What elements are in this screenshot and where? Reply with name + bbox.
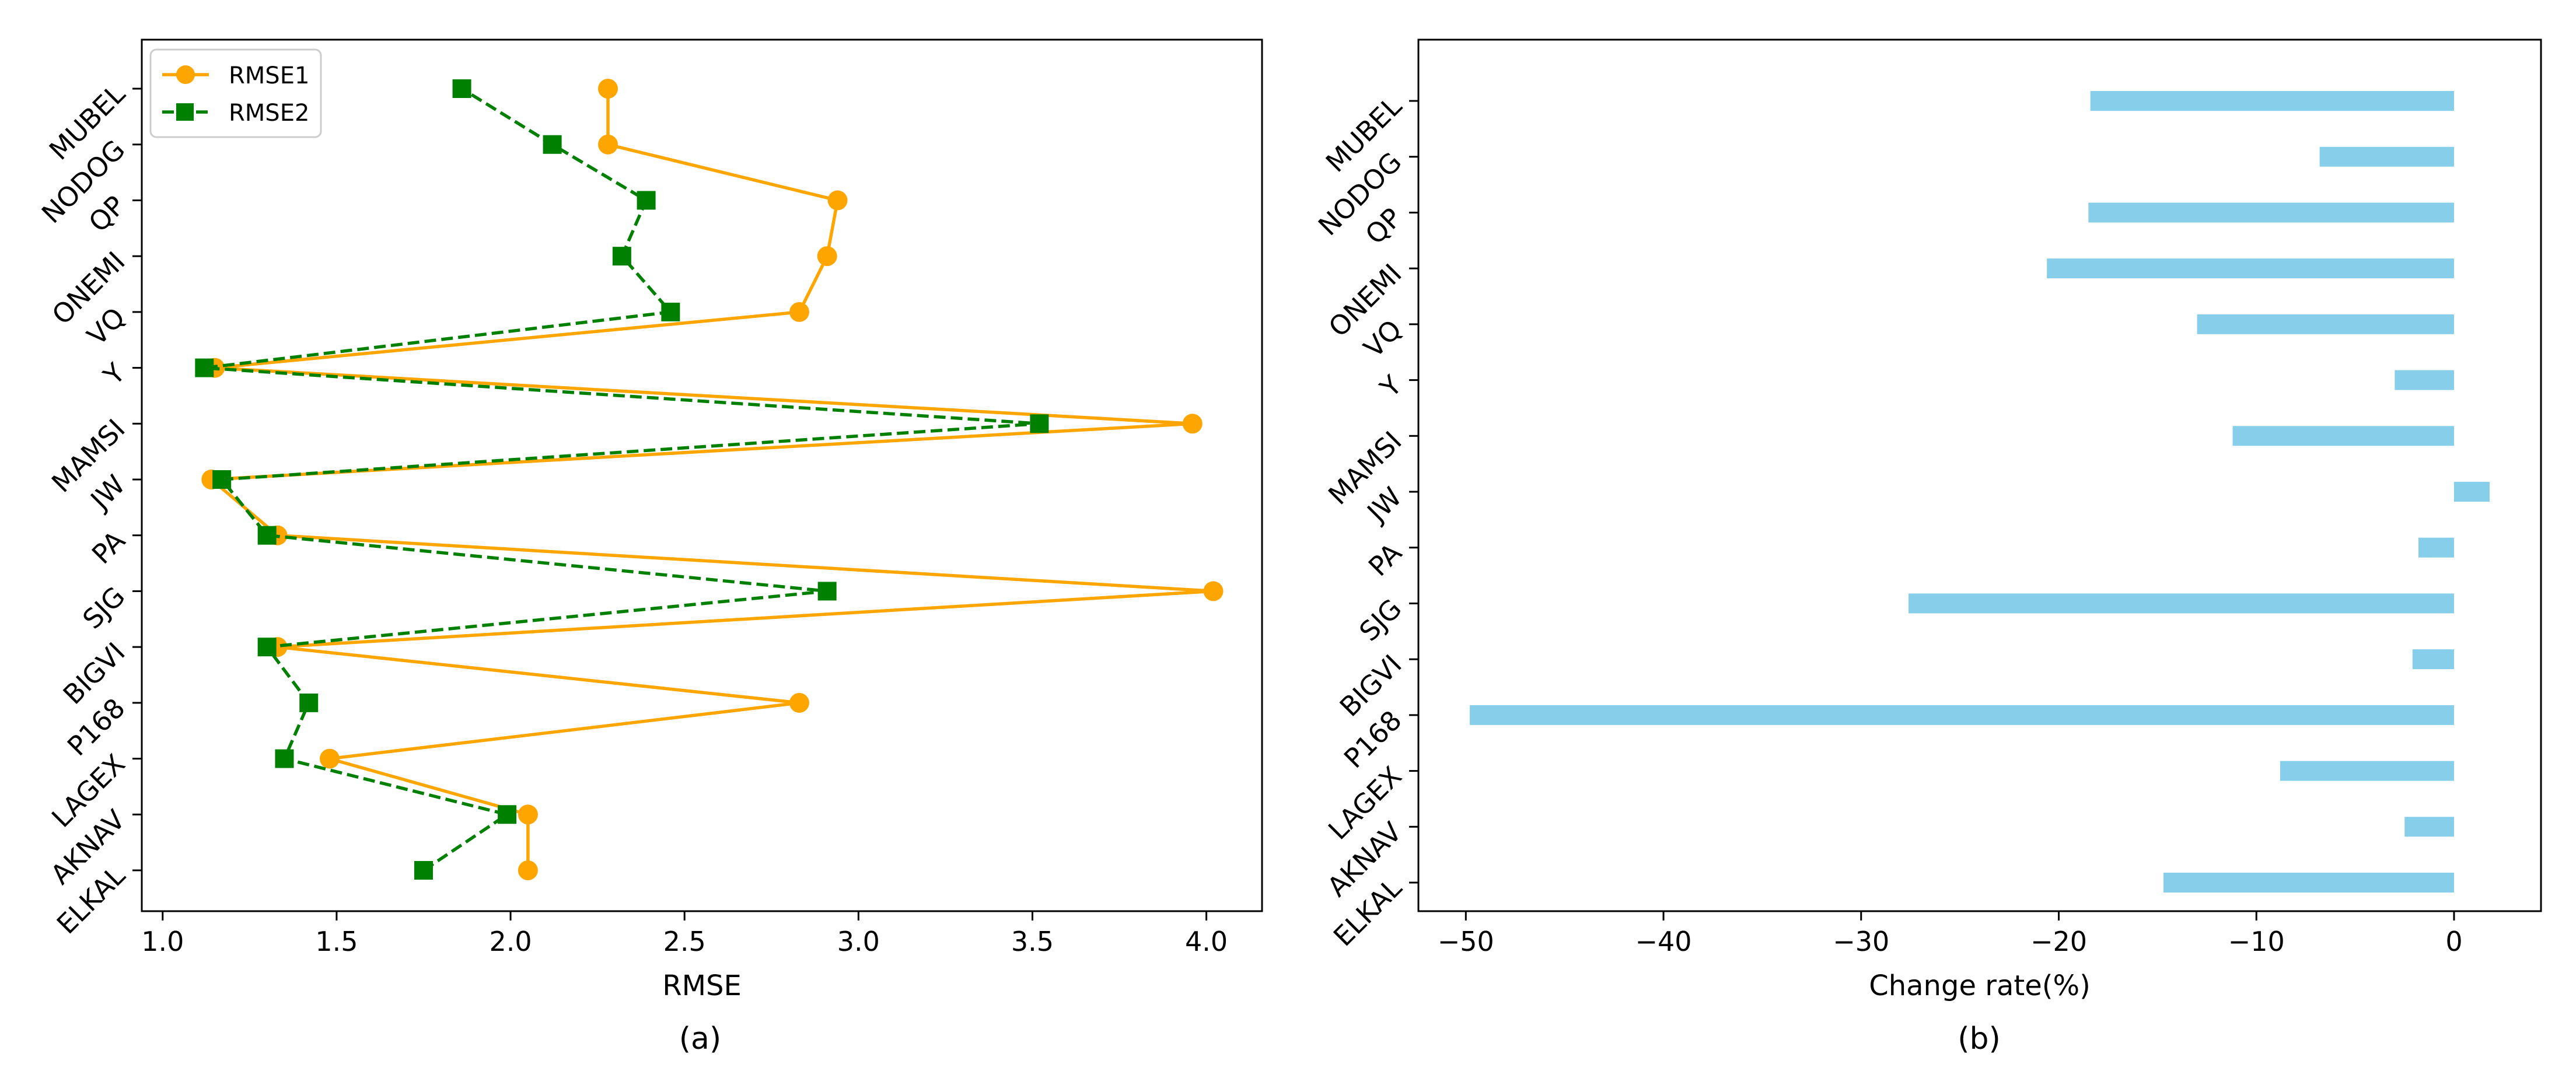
y-tick-label: BIGVI xyxy=(57,636,131,710)
y-tick-label: JW xyxy=(1360,481,1408,529)
series-line-rmse1 xyxy=(209,89,1215,870)
x-tick-label: 1.0 xyxy=(141,926,184,957)
y-tick-label: PA xyxy=(86,524,131,570)
plot-frame xyxy=(1417,38,2542,912)
point-rmse2 xyxy=(257,638,277,657)
bar xyxy=(1909,593,2454,614)
panel-b-caption: (b) xyxy=(1958,1021,2001,1056)
x-tick-label: 1.5 xyxy=(315,926,358,957)
x-tick-label: 0 xyxy=(2445,926,2462,957)
point-rmse2 xyxy=(299,693,319,712)
bar xyxy=(2047,258,2454,279)
point-rmse1 xyxy=(319,748,340,769)
point-rmse2 xyxy=(414,861,433,880)
point-rmse1 xyxy=(827,190,848,211)
x-tick-label: −20 xyxy=(2030,926,2087,957)
x-tick-label: −40 xyxy=(1635,926,1691,957)
point-rmse1 xyxy=(518,860,538,880)
point-rmse2 xyxy=(612,247,631,266)
bar xyxy=(2088,202,2454,223)
point-rmse2 xyxy=(195,358,214,377)
point-rmse2 xyxy=(637,191,656,210)
point-rmse1 xyxy=(1203,581,1224,601)
y-tick-label: JW xyxy=(83,469,131,517)
point-rmse2 xyxy=(661,302,680,321)
legend-label-rmse2: RMSE2 xyxy=(229,100,309,127)
x-tick-label: 3.0 xyxy=(837,926,880,957)
point-rmse1 xyxy=(817,246,837,267)
point-rmse2 xyxy=(452,79,471,98)
y-tick-label: BIGVI xyxy=(1334,649,1408,723)
panel-a-rmse-chart: 1.0 1.5 2.0 2.5 3.0 3.5 4.0RMSEELKALAKNAVLAGEX… xyxy=(36,38,1263,1002)
bar xyxy=(2280,761,2454,781)
point-rmse2 xyxy=(212,470,232,489)
bar xyxy=(2418,537,2454,558)
y-tick-label: Y xyxy=(1373,369,1408,404)
x-axis-label: RMSE xyxy=(662,970,742,1002)
bar xyxy=(2453,482,2490,502)
bar xyxy=(2090,91,2454,111)
point-rmse1 xyxy=(518,804,538,825)
point-rmse1 xyxy=(789,692,809,713)
bar xyxy=(2319,146,2454,167)
x-tick-label: 2.0 xyxy=(489,926,532,957)
panel-a-caption: (a) xyxy=(679,1021,721,1056)
point-rmse1 xyxy=(789,302,809,322)
point-rmse2 xyxy=(498,805,517,824)
x-axis-label: Change rate(%) xyxy=(1869,970,2091,1002)
bar xyxy=(2412,649,2454,670)
legend-marker-rmse1 xyxy=(176,65,195,84)
legend-label-rmse1: RMSE1 xyxy=(229,62,309,89)
point-rmse2 xyxy=(543,135,562,154)
point-rmse1 xyxy=(1182,414,1203,434)
x-tick-label: 4.0 xyxy=(1185,926,1228,957)
x-tick-label: 2.5 xyxy=(663,926,706,957)
x-tick-label: −50 xyxy=(1438,926,1494,957)
x-tick-label: −30 xyxy=(1833,926,1889,957)
bar xyxy=(2232,426,2454,446)
y-tick-label: SJG xyxy=(1353,593,1408,648)
bar xyxy=(2395,370,2454,390)
y-tick-label: Y xyxy=(97,357,131,391)
legend: RMSE1 RMSE2 xyxy=(149,48,322,138)
point-rmse1 xyxy=(598,134,618,155)
x-tick-label: −10 xyxy=(2228,926,2285,957)
bar xyxy=(2404,817,2454,837)
bar xyxy=(2163,873,2454,892)
point-rmse2 xyxy=(257,526,277,545)
y-tick-label: PA xyxy=(1362,537,1408,582)
y-tick-label: SJG xyxy=(76,580,131,635)
point-rmse2 xyxy=(1030,414,1049,433)
point-rmse2 xyxy=(275,749,294,768)
point-rmse2 xyxy=(817,582,837,601)
bar xyxy=(2197,314,2454,334)
bar xyxy=(1470,705,2454,725)
x-tick-label: 3.5 xyxy=(1011,926,1054,957)
legend-marker-rmse2 xyxy=(176,103,194,121)
point-rmse1 xyxy=(598,79,618,99)
plot-frame xyxy=(141,38,1263,912)
